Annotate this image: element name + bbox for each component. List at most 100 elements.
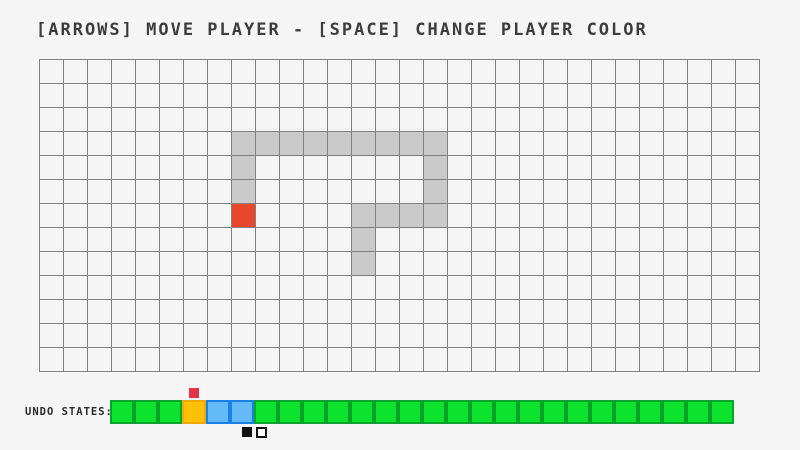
grid-cell	[688, 84, 712, 108]
grid-cell	[64, 228, 88, 252]
grid-cell	[352, 300, 376, 324]
grid-cell	[568, 252, 592, 276]
grid-cell	[184, 300, 208, 324]
undo-states-bar	[110, 400, 734, 424]
grid-cell	[568, 228, 592, 252]
undo-state-cell	[230, 400, 254, 424]
grid-cell	[376, 228, 400, 252]
grid-cell	[40, 108, 64, 132]
grid-cell	[472, 228, 496, 252]
grid-cell	[256, 252, 280, 276]
grid-cell	[88, 324, 112, 348]
grid-cell	[376, 324, 400, 348]
grid-cell	[520, 276, 544, 300]
grid-cell	[544, 228, 568, 252]
grid-cell	[208, 108, 232, 132]
grid-cell	[496, 252, 520, 276]
grid-cell	[160, 84, 184, 108]
color-swatch-black	[242, 427, 252, 437]
grid-cell	[280, 252, 304, 276]
grid-cell	[472, 252, 496, 276]
grid-cell	[280, 228, 304, 252]
trail-cell	[352, 252, 376, 276]
grid-cell	[592, 276, 616, 300]
grid-cell	[664, 108, 688, 132]
grid-cell	[520, 60, 544, 84]
grid-cell	[64, 156, 88, 180]
grid-cell	[208, 84, 232, 108]
grid-cell	[112, 108, 136, 132]
grid-cell	[664, 60, 688, 84]
undo-state-cell	[302, 400, 326, 424]
grid-cell	[448, 108, 472, 132]
grid-cell	[64, 132, 88, 156]
grid-cell	[304, 108, 328, 132]
grid-cell	[520, 84, 544, 108]
grid-cell	[424, 324, 448, 348]
grid-cell	[568, 156, 592, 180]
grid-cell	[160, 108, 184, 132]
grid-cell	[424, 276, 448, 300]
undo-state-cell	[590, 400, 614, 424]
grid-cell	[64, 300, 88, 324]
grid-cell	[136, 252, 160, 276]
grid-cell	[544, 132, 568, 156]
grid-cell	[520, 300, 544, 324]
grid-cell	[208, 228, 232, 252]
trail-cell	[232, 180, 256, 204]
grid-cell	[328, 324, 352, 348]
undo-state-cell	[326, 400, 350, 424]
grid-cell	[616, 108, 640, 132]
trail-cell	[232, 132, 256, 156]
grid-cell	[688, 108, 712, 132]
grid-cell	[184, 108, 208, 132]
grid-cell	[304, 156, 328, 180]
grid-cell	[640, 132, 664, 156]
grid-cell	[472, 204, 496, 228]
grid-cell	[688, 180, 712, 204]
grid-cell	[280, 324, 304, 348]
grid-cell	[640, 60, 664, 84]
grid-cell	[736, 132, 760, 156]
grid-cell	[184, 132, 208, 156]
grid-cell	[40, 204, 64, 228]
grid-cell	[448, 84, 472, 108]
grid-cell	[280, 60, 304, 84]
grid-cell	[640, 276, 664, 300]
grid-cell	[304, 228, 328, 252]
grid-cell	[376, 300, 400, 324]
grid-cell	[568, 84, 592, 108]
grid-cell	[184, 180, 208, 204]
grid-cell	[64, 84, 88, 108]
grid-cell	[664, 228, 688, 252]
grid-cell	[544, 348, 568, 372]
grid-cell	[256, 324, 280, 348]
grid-cell	[424, 228, 448, 252]
grid-cell	[40, 252, 64, 276]
grid-cell	[64, 276, 88, 300]
trail-cell	[232, 156, 256, 180]
grid-cell	[232, 228, 256, 252]
grid-cell	[208, 252, 232, 276]
grid-cell	[40, 84, 64, 108]
grid-cell	[64, 324, 88, 348]
grid-cell	[352, 84, 376, 108]
grid-cell	[592, 300, 616, 324]
grid-cell	[280, 300, 304, 324]
grid-cell	[736, 252, 760, 276]
grid-cell	[448, 228, 472, 252]
grid-cell	[736, 276, 760, 300]
grid-cell	[520, 180, 544, 204]
undo-state-cell	[638, 400, 662, 424]
grid-cell	[448, 324, 472, 348]
grid-cell	[712, 324, 736, 348]
grid-cell	[688, 276, 712, 300]
game-board[interactable]	[39, 59, 760, 372]
grid-cell	[256, 60, 280, 84]
grid-cell	[664, 348, 688, 372]
grid-cell	[640, 108, 664, 132]
grid-cell	[112, 252, 136, 276]
undo-state-cell	[446, 400, 470, 424]
grid-cell	[544, 180, 568, 204]
